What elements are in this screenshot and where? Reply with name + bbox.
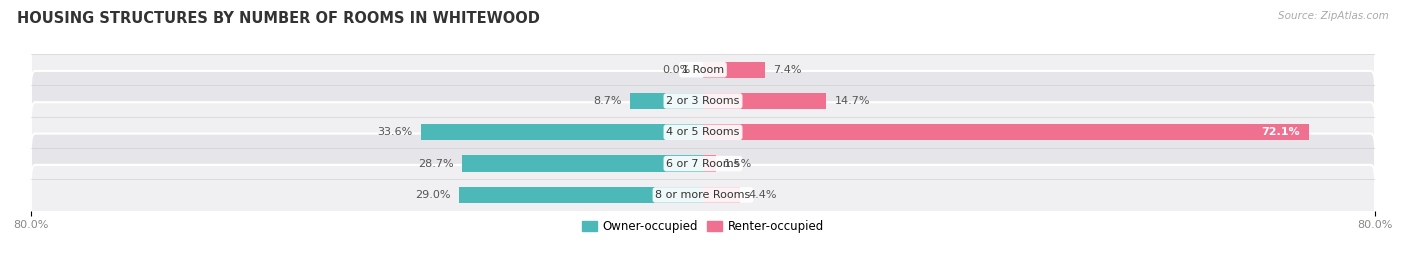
Text: 4 or 5 Rooms: 4 or 5 Rooms <box>666 127 740 137</box>
Text: 1 Room: 1 Room <box>682 65 724 75</box>
Bar <box>703 156 716 172</box>
Text: 28.7%: 28.7% <box>418 158 454 169</box>
Bar <box>703 93 827 109</box>
Text: 14.7%: 14.7% <box>835 96 870 106</box>
Text: 6 or 7 Rooms: 6 or 7 Rooms <box>666 158 740 169</box>
Bar <box>420 124 703 140</box>
Text: 0.0%: 0.0% <box>662 65 690 75</box>
Bar <box>630 93 703 109</box>
Text: 7.4%: 7.4% <box>773 65 801 75</box>
FancyBboxPatch shape <box>31 102 1375 162</box>
Text: 4.4%: 4.4% <box>748 190 778 200</box>
Legend: Owner-occupied, Renter-occupied: Owner-occupied, Renter-occupied <box>582 220 824 233</box>
Text: 29.0%: 29.0% <box>416 190 451 200</box>
Text: 2 or 3 Rooms: 2 or 3 Rooms <box>666 96 740 106</box>
Text: 8.7%: 8.7% <box>593 96 621 106</box>
Bar <box>703 62 765 78</box>
Text: 8 or more Rooms: 8 or more Rooms <box>655 190 751 200</box>
Bar <box>463 156 703 172</box>
FancyBboxPatch shape <box>31 71 1375 131</box>
Bar <box>460 187 703 203</box>
Text: 72.1%: 72.1% <box>1261 127 1301 137</box>
Text: Source: ZipAtlas.com: Source: ZipAtlas.com <box>1278 11 1389 21</box>
FancyBboxPatch shape <box>31 40 1375 100</box>
FancyBboxPatch shape <box>31 165 1375 225</box>
Text: HOUSING STRUCTURES BY NUMBER OF ROOMS IN WHITEWOOD: HOUSING STRUCTURES BY NUMBER OF ROOMS IN… <box>17 11 540 26</box>
Bar <box>703 124 1309 140</box>
FancyBboxPatch shape <box>31 134 1375 194</box>
Text: 33.6%: 33.6% <box>377 127 412 137</box>
Bar <box>703 187 740 203</box>
Text: 1.5%: 1.5% <box>724 158 752 169</box>
